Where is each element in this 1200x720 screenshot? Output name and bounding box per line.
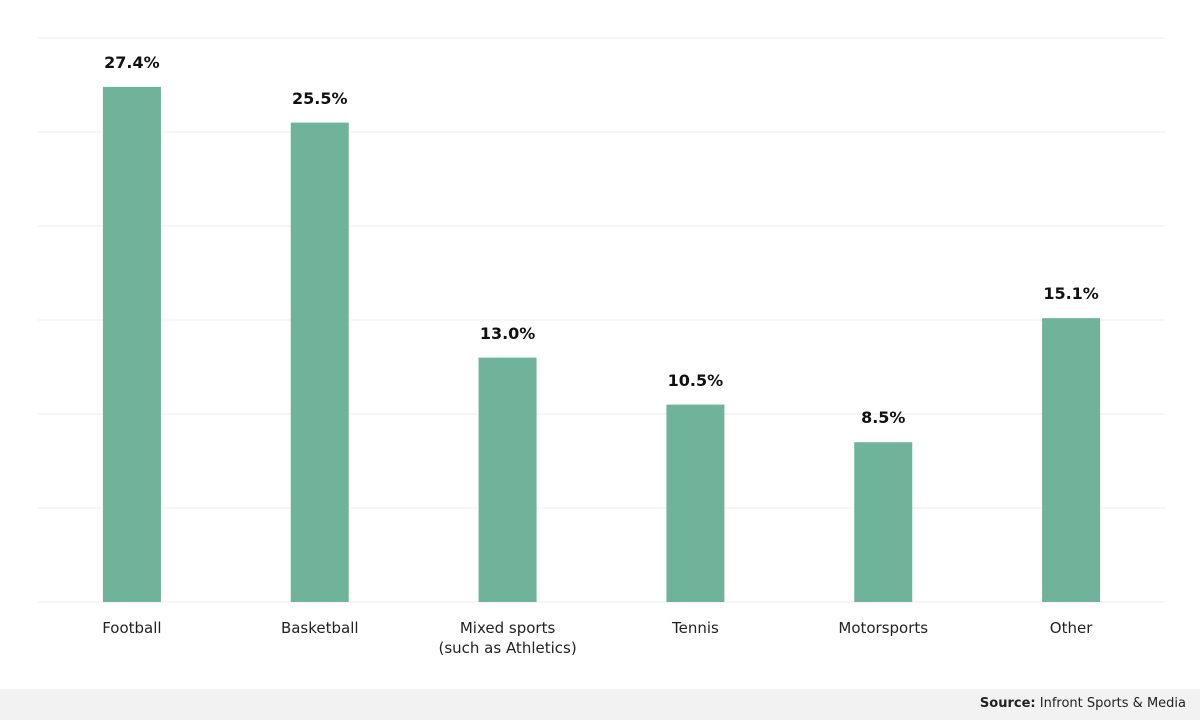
value-label: 15.1% xyxy=(1043,284,1099,304)
value-label: 13.0% xyxy=(479,323,536,343)
source-label: Source: xyxy=(979,696,1036,711)
value-label: 10.5% xyxy=(667,370,724,390)
x-tick-label: Football xyxy=(102,619,162,637)
x-tick-label: Other xyxy=(1049,619,1093,637)
x-tick-label: Motorsports xyxy=(838,619,929,637)
x-tick-label: Basketball xyxy=(280,619,359,637)
x-tick-label: Mixed sports (such as Athletics) xyxy=(438,619,577,657)
value-label: 25.5% xyxy=(291,88,348,108)
bar xyxy=(478,357,537,602)
value-label: 8.5% xyxy=(861,408,906,428)
source: Source: Infront Sports & Media xyxy=(980,696,1186,711)
chart xyxy=(38,37,1165,603)
bar xyxy=(1042,318,1101,602)
bar xyxy=(666,404,725,602)
bar xyxy=(854,442,913,602)
source-text: Infront Sports & Media xyxy=(1039,696,1186,711)
bar xyxy=(102,86,161,602)
bar xyxy=(290,122,349,602)
footer: Source: Infront Sports & Media xyxy=(0,689,1200,720)
x-tick-label: Tennis xyxy=(671,619,719,637)
value-label: 27.4% xyxy=(104,52,160,72)
